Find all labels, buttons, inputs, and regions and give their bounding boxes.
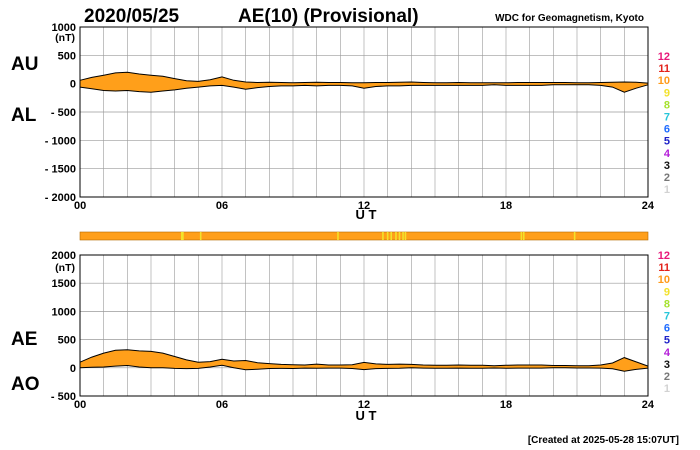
station-count-legend-item: 1 bbox=[664, 184, 670, 196]
au_al-x-tick-label: 18 bbox=[500, 200, 512, 212]
ae_ao-x-tick-label: 06 bbox=[216, 399, 228, 411]
au_al-plot-frame bbox=[79, 26, 649, 198]
station-count-legend-item: 6 bbox=[664, 323, 670, 335]
station-count-legend-item: 12 bbox=[658, 250, 670, 262]
station-bar-mark bbox=[395, 232, 397, 240]
station-count-legend-item: 7 bbox=[664, 112, 670, 124]
ae_ao-y-tick-label: 1000 bbox=[52, 306, 76, 318]
au_al-y-tick-label: 0 bbox=[70, 79, 76, 91]
ao-label: AO bbox=[11, 374, 40, 395]
station-bar-mark bbox=[520, 232, 523, 240]
station-bar-fill bbox=[79, 231, 649, 241]
station-count-legend-item: 8 bbox=[664, 99, 670, 111]
au_al-y-tick-label: - 2000 bbox=[45, 192, 76, 204]
station-bar-mark bbox=[386, 232, 389, 240]
chart-title: AE(10) (Provisional) bbox=[238, 6, 419, 27]
ae-units-label: (nT) bbox=[55, 262, 75, 274]
station-count-bar bbox=[79, 231, 649, 241]
au-al-panel: AU AL (nT) U T 1000 500 0 - 500 - 1000 - 1500… bbox=[11, 22, 655, 222]
station-count-legend-item: 6 bbox=[664, 124, 670, 136]
date-title: 2020/05/25 bbox=[84, 6, 180, 27]
station-count-legend-item: 8 bbox=[664, 298, 670, 310]
station-bar-mark bbox=[182, 232, 184, 240]
station-bar-mark bbox=[337, 232, 339, 240]
station-bar-mark bbox=[382, 232, 384, 240]
ae-x-axis-label: U T bbox=[356, 408, 377, 423]
station-count-legend-item: 5 bbox=[664, 335, 670, 347]
au_al-series-au-line bbox=[79, 71, 649, 84]
station-bar-mark bbox=[404, 232, 407, 240]
au_al-y-tick-label: - 500 bbox=[51, 107, 76, 119]
au_al-y-tick-label: - 1500 bbox=[45, 164, 76, 176]
ae_ao-series-ao-line bbox=[79, 364, 649, 372]
station-bar-mark bbox=[522, 232, 525, 240]
station-count-legend-item: 10 bbox=[658, 274, 670, 286]
ae_ao-band-fill bbox=[80, 349, 648, 372]
station-count-legend-item: 2 bbox=[664, 371, 670, 383]
al-label: AL bbox=[11, 105, 37, 126]
ae_ao-y-tick-label: 2000 bbox=[52, 250, 76, 262]
station-bar-mark bbox=[199, 232, 202, 240]
au_al-y-tick-label: 1000 bbox=[52, 22, 76, 34]
station-count-legend-item: 4 bbox=[664, 347, 671, 359]
au-x-axis-label: U T bbox=[356, 207, 377, 222]
au_al-series-al-line bbox=[79, 84, 649, 93]
station-bar-mark bbox=[573, 232, 576, 240]
ae_ao-x-tick-label: 12 bbox=[358, 399, 370, 411]
ae_ao-y-tick-label: 0 bbox=[70, 363, 76, 375]
station-count-legend-item: 4 bbox=[664, 148, 671, 160]
au_al-y-tick-label: - 1000 bbox=[45, 135, 76, 147]
au-units-label: (nT) bbox=[55, 32, 75, 44]
station-bar-mark bbox=[402, 232, 404, 240]
ae_ao-x-tick-label: 18 bbox=[500, 399, 512, 411]
station-count-legend-item: 11 bbox=[658, 262, 670, 274]
au_al-y-tick-label: 500 bbox=[58, 50, 76, 62]
ae-label: AE bbox=[11, 329, 37, 350]
au_al-x-tick-label: 00 bbox=[74, 200, 86, 212]
station-count-legend-item: 10 bbox=[658, 75, 670, 87]
station-bar-mark bbox=[180, 232, 183, 240]
station-count-legend-item: 9 bbox=[664, 286, 670, 298]
created-timestamp: [Created at 2025-05-28 15:07UT] bbox=[528, 435, 679, 446]
station-count-legend-item: 3 bbox=[664, 160, 670, 172]
credit-label: WDC for Geomagnetism, Kyoto bbox=[495, 13, 644, 24]
ae_ao-series-ae-line bbox=[79, 349, 649, 367]
ae_ao-x-tick-label: 00 bbox=[74, 399, 86, 411]
au-label: AU bbox=[11, 54, 38, 75]
station-count-legend-item: 11 bbox=[658, 63, 670, 75]
ae_ao-y-tick-label: 500 bbox=[58, 335, 76, 347]
station-count-legend-item: 7 bbox=[664, 311, 670, 323]
ae_ao-plot-frame bbox=[79, 254, 649, 397]
ae_ao-y-tick-label: 1500 bbox=[52, 278, 76, 290]
au_al-x-tick-label: 24 bbox=[642, 200, 655, 212]
station-bar-mark bbox=[390, 232, 393, 240]
station-count-legend-item: 5 bbox=[664, 136, 670, 148]
au_al-x-tick-label: 12 bbox=[358, 200, 370, 212]
station-count-legend-item: 2 bbox=[664, 172, 670, 184]
station-count-legend-item: 12 bbox=[658, 51, 670, 63]
station-bar-mark bbox=[398, 232, 401, 240]
station-count-legend-item: 1 bbox=[664, 383, 670, 395]
au_al-x-tick-label: 06 bbox=[216, 200, 228, 212]
station-count-legend-item: 3 bbox=[664, 359, 670, 371]
ae_ao-y-tick-label: - 500 bbox=[51, 391, 76, 403]
station-count-legend-item: 9 bbox=[664, 87, 670, 99]
ae_ao-x-tick-label: 24 bbox=[642, 399, 655, 411]
